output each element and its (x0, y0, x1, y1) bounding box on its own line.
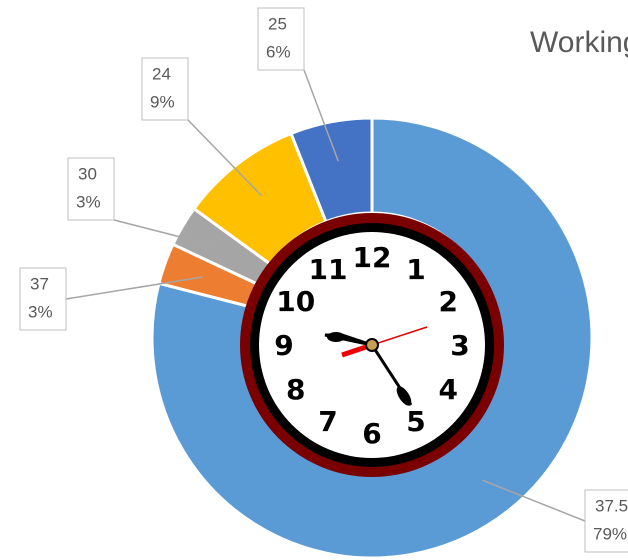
data-label-category: 37 (30, 274, 49, 293)
data-label-percent: 3% (76, 192, 101, 211)
hour-hand-tip (327, 332, 345, 342)
clock-numeral: 4 (438, 373, 457, 406)
clock-numeral: 9 (274, 329, 293, 362)
clock-pin (366, 339, 378, 351)
chart-title: Working (530, 26, 628, 59)
data-label-category: 25 (268, 14, 287, 33)
clock-numeral: 7 (318, 405, 337, 438)
data-label-percent: 6% (266, 42, 291, 61)
clock-numeral: 11 (309, 253, 348, 286)
clock-numeral: 3 (450, 329, 469, 362)
clock-numeral: 6 (362, 417, 381, 450)
data-label-percent: 79% (593, 524, 627, 543)
clock-numeral: 2 (438, 285, 457, 318)
clock-numeral: 12 (353, 241, 392, 274)
chart: Working 37.5 79% 37 3% 30 3% 24 9% 25 6% 12 12 3 456… (0, 0, 628, 560)
data-label-percent: 9% (150, 92, 175, 111)
clock-numeral: 8 (286, 373, 305, 406)
clock-numeral: 10 (276, 285, 315, 318)
clock-numeral: 1 (406, 253, 425, 286)
data-label-percent: 3% (28, 302, 53, 321)
data-label-category: 30 (78, 164, 97, 183)
clock-numeral: 5 (406, 405, 425, 438)
data-label-category: 24 (152, 64, 171, 83)
data-label-category: 37.5 (595, 496, 628, 515)
